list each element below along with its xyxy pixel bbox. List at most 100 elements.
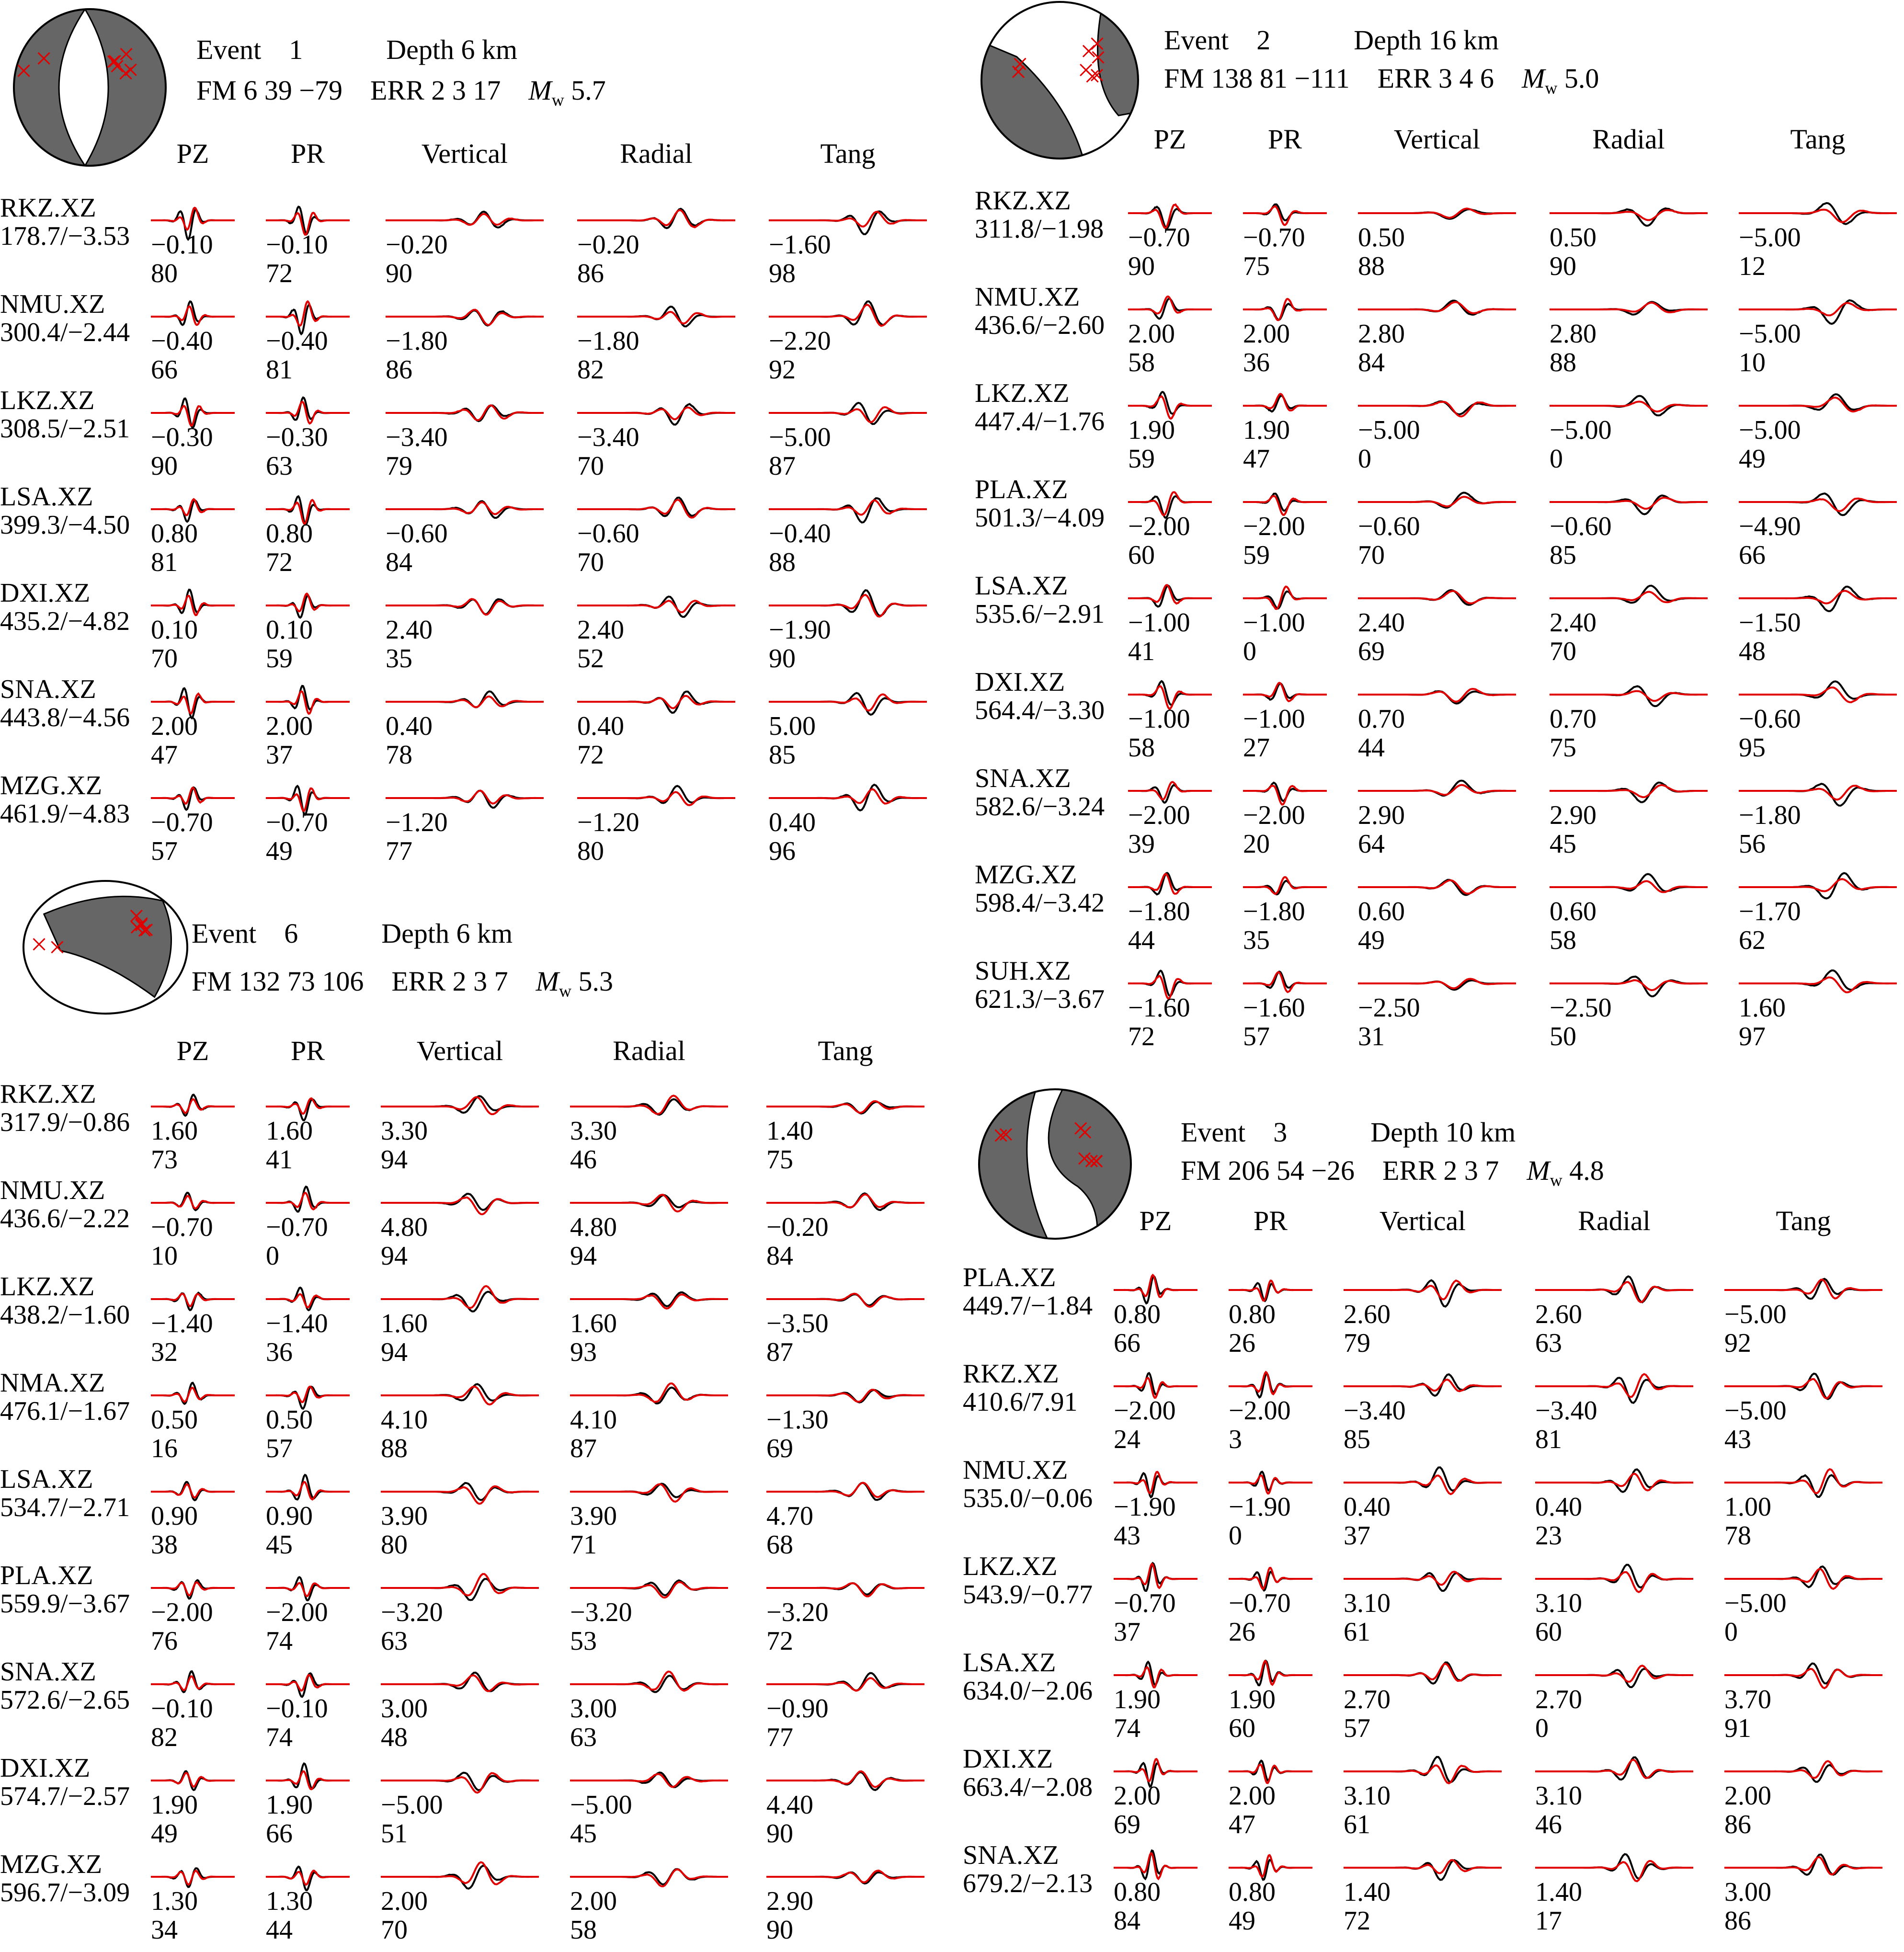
station-polarity-markers bbox=[33, 909, 153, 954]
waveform-pz bbox=[151, 588, 235, 616]
waveform-pr bbox=[266, 495, 350, 526]
time-shift-value: 0.40 bbox=[769, 808, 816, 837]
waveform-pz bbox=[1128, 295, 1212, 320]
time-shift-value: 3.30 bbox=[570, 1116, 617, 1146]
observed-trace bbox=[577, 496, 735, 517]
depth-value: 6 km bbox=[461, 34, 518, 65]
waveform-radial bbox=[1550, 207, 1708, 227]
correlation-value: 82 bbox=[577, 355, 604, 385]
observed-trace bbox=[151, 1191, 235, 1211]
observed-trace bbox=[577, 785, 735, 804]
time-shift-value: −1.60 bbox=[769, 230, 831, 260]
waveform-radial bbox=[1535, 1853, 1693, 1883]
time-shift-value: −5.00 bbox=[1550, 415, 1612, 445]
correlation-value: 20 bbox=[1243, 829, 1270, 859]
err-label: ERR bbox=[391, 966, 446, 997]
synthetic-trace bbox=[1128, 584, 1212, 605]
correlation-value: 72 bbox=[1128, 1022, 1155, 1051]
time-shift-value: −3.50 bbox=[766, 1309, 829, 1338]
correlation-value: 53 bbox=[570, 1626, 597, 1656]
correlation-value: 80 bbox=[151, 259, 178, 288]
event-label: Event bbox=[1181, 1117, 1246, 1148]
correlation-value: 17 bbox=[1535, 1906, 1562, 1936]
time-shift-value: 2.60 bbox=[1535, 1300, 1582, 1329]
waveform-vertical bbox=[1358, 589, 1516, 606]
correlation-value: 0 bbox=[1229, 1521, 1242, 1551]
correlation-value: 58 bbox=[570, 1915, 597, 1945]
observed-trace bbox=[266, 685, 350, 711]
time-shift-value: 1.40 bbox=[1344, 1877, 1391, 1907]
synthetic-trace bbox=[266, 1582, 350, 1598]
station-label: SNA.XZ 679.2/−2.13 bbox=[963, 1841, 1093, 1898]
synthetic-trace bbox=[1739, 497, 1897, 512]
correlation-value: 58 bbox=[1128, 348, 1155, 377]
synthetic-trace bbox=[766, 1482, 924, 1498]
synthetic-trace bbox=[769, 499, 927, 516]
time-shift-value: −1.00 bbox=[1243, 704, 1305, 734]
waveform-radial bbox=[1535, 1468, 1693, 1493]
correlation-value: 59 bbox=[266, 644, 293, 673]
waveform-pz bbox=[1114, 1562, 1197, 1592]
waveform-radial bbox=[577, 207, 735, 229]
observed-trace bbox=[1535, 1853, 1693, 1880]
station-name: LKZ.XZ bbox=[0, 1272, 95, 1301]
station-name: LKZ.XZ bbox=[975, 378, 1070, 408]
observed-trace bbox=[1550, 685, 1708, 708]
station-marker bbox=[1012, 65, 1025, 79]
column-header-radial: Radial bbox=[1592, 124, 1665, 155]
event-header: Event 1 Depth 6 km bbox=[196, 36, 517, 64]
synthetic-trace bbox=[1229, 1370, 1312, 1396]
time-shift-value: −2.50 bbox=[1550, 993, 1612, 1023]
waveform-pr bbox=[1243, 393, 1327, 413]
synthetic-trace bbox=[381, 1674, 539, 1692]
station-label: PLA.XZ 449.7/−1.84 bbox=[963, 1264, 1093, 1320]
err-value: 2 3 7 bbox=[1443, 1155, 1499, 1186]
station-name: SNA.XZ bbox=[963, 1840, 1059, 1870]
time-shift-value: 2.80 bbox=[1550, 319, 1596, 349]
synthetic-trace bbox=[1535, 1281, 1693, 1303]
time-shift-value: 2.90 bbox=[766, 1886, 813, 1916]
time-shift-value: 1.90 bbox=[266, 1790, 313, 1820]
time-shift-value: 0.50 bbox=[1550, 223, 1596, 252]
station-marker bbox=[1085, 1154, 1098, 1167]
observed-trace bbox=[766, 1672, 924, 1692]
waveform-vertical bbox=[1358, 207, 1516, 220]
station-distance-azimuth: 501.3/−4.09 bbox=[975, 502, 1105, 533]
column-header-vertical: Vertical bbox=[421, 138, 508, 169]
observed-trace bbox=[1739, 680, 1897, 700]
station-marker bbox=[999, 1128, 1012, 1141]
synthetic-trace bbox=[1128, 685, 1212, 710]
focal-mechanism-beachball bbox=[978, 1088, 1132, 1240]
time-shift-value: −2.00 bbox=[151, 1598, 213, 1627]
correlation-value: 94 bbox=[381, 1241, 408, 1271]
event-panel-1: Event 1 Depth 6 km FM 6 39 −79 ERR 2 3 17… bbox=[0, 0, 939, 878]
waveform-radial bbox=[577, 306, 735, 328]
waveform-tang bbox=[766, 1672, 924, 1692]
synthetic-trace bbox=[1114, 1471, 1197, 1495]
correlation-value: 49 bbox=[1358, 925, 1385, 955]
time-shift-value: 2.40 bbox=[1550, 608, 1596, 638]
synthetic-trace bbox=[1724, 1468, 1882, 1495]
time-shift-value: 4.40 bbox=[766, 1790, 813, 1820]
station-marker bbox=[1014, 57, 1026, 70]
synthetic-trace bbox=[266, 1870, 350, 1886]
waveform-pr bbox=[1229, 1659, 1312, 1687]
observed-trace bbox=[266, 594, 350, 619]
synthetic-trace bbox=[386, 213, 544, 226]
waveform-vertical bbox=[381, 1193, 539, 1215]
synthetic-trace bbox=[1550, 301, 1708, 313]
waveform-pz bbox=[151, 1381, 235, 1405]
station-distance-azimuth: 534.7/−2.71 bbox=[0, 1492, 130, 1522]
synthetic-trace bbox=[570, 1194, 728, 1213]
waveform-tang bbox=[1724, 1853, 1882, 1876]
correlation-value: 36 bbox=[1243, 348, 1270, 377]
station-label: LKZ.XZ 308.5/−2.51 bbox=[0, 387, 130, 443]
time-shift-value: 0.50 bbox=[266, 1405, 313, 1435]
correlation-value: 57 bbox=[1243, 1022, 1270, 1051]
waveform-vertical bbox=[381, 1771, 539, 1794]
waveform-vertical bbox=[1344, 1466, 1502, 1495]
waveform-tang bbox=[1739, 680, 1897, 704]
synthetic-trace bbox=[1739, 396, 1897, 413]
waveform-tang bbox=[1739, 585, 1897, 612]
time-shift-value: −3.20 bbox=[381, 1598, 443, 1627]
